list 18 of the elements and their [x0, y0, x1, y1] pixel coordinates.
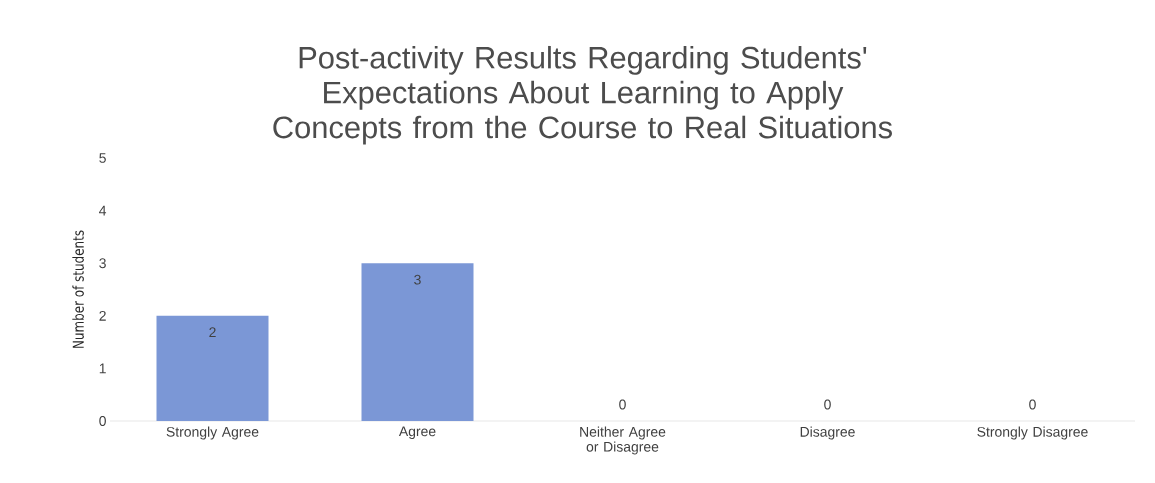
data-label: 2 — [209, 327, 216, 338]
y-tick-label: 3 — [99, 258, 106, 269]
y-tick-label: 5 — [99, 153, 106, 163]
data-label: 0 — [1029, 399, 1036, 410]
y-axis-title: Number of students — [72, 230, 84, 348]
y-tick-label: 4 — [99, 205, 107, 216]
x-tick-label: Neither Agree or Disagree — [580, 426, 666, 455]
data-label: 0 — [619, 399, 626, 410]
x-tick-label: Strongly Agree — [166, 426, 259, 440]
x-tick-label: Disagree — [800, 426, 855, 440]
chart-title: Post-activity Results Regarding Students' Expectations About Learning to Apply Concepts from the Course to Real Situations — [273, 45, 892, 145]
data-label: 0 — [824, 399, 831, 410]
x-tick-label: Strongly Disagree — [977, 426, 1088, 440]
data-label: 3 — [414, 274, 421, 285]
x-tick-label: Agree — [398, 426, 436, 440]
y-tick-label: 0 — [99, 416, 106, 426]
y-tick-label: 1 — [99, 363, 106, 374]
y-tick-label: 2 — [99, 310, 106, 321]
